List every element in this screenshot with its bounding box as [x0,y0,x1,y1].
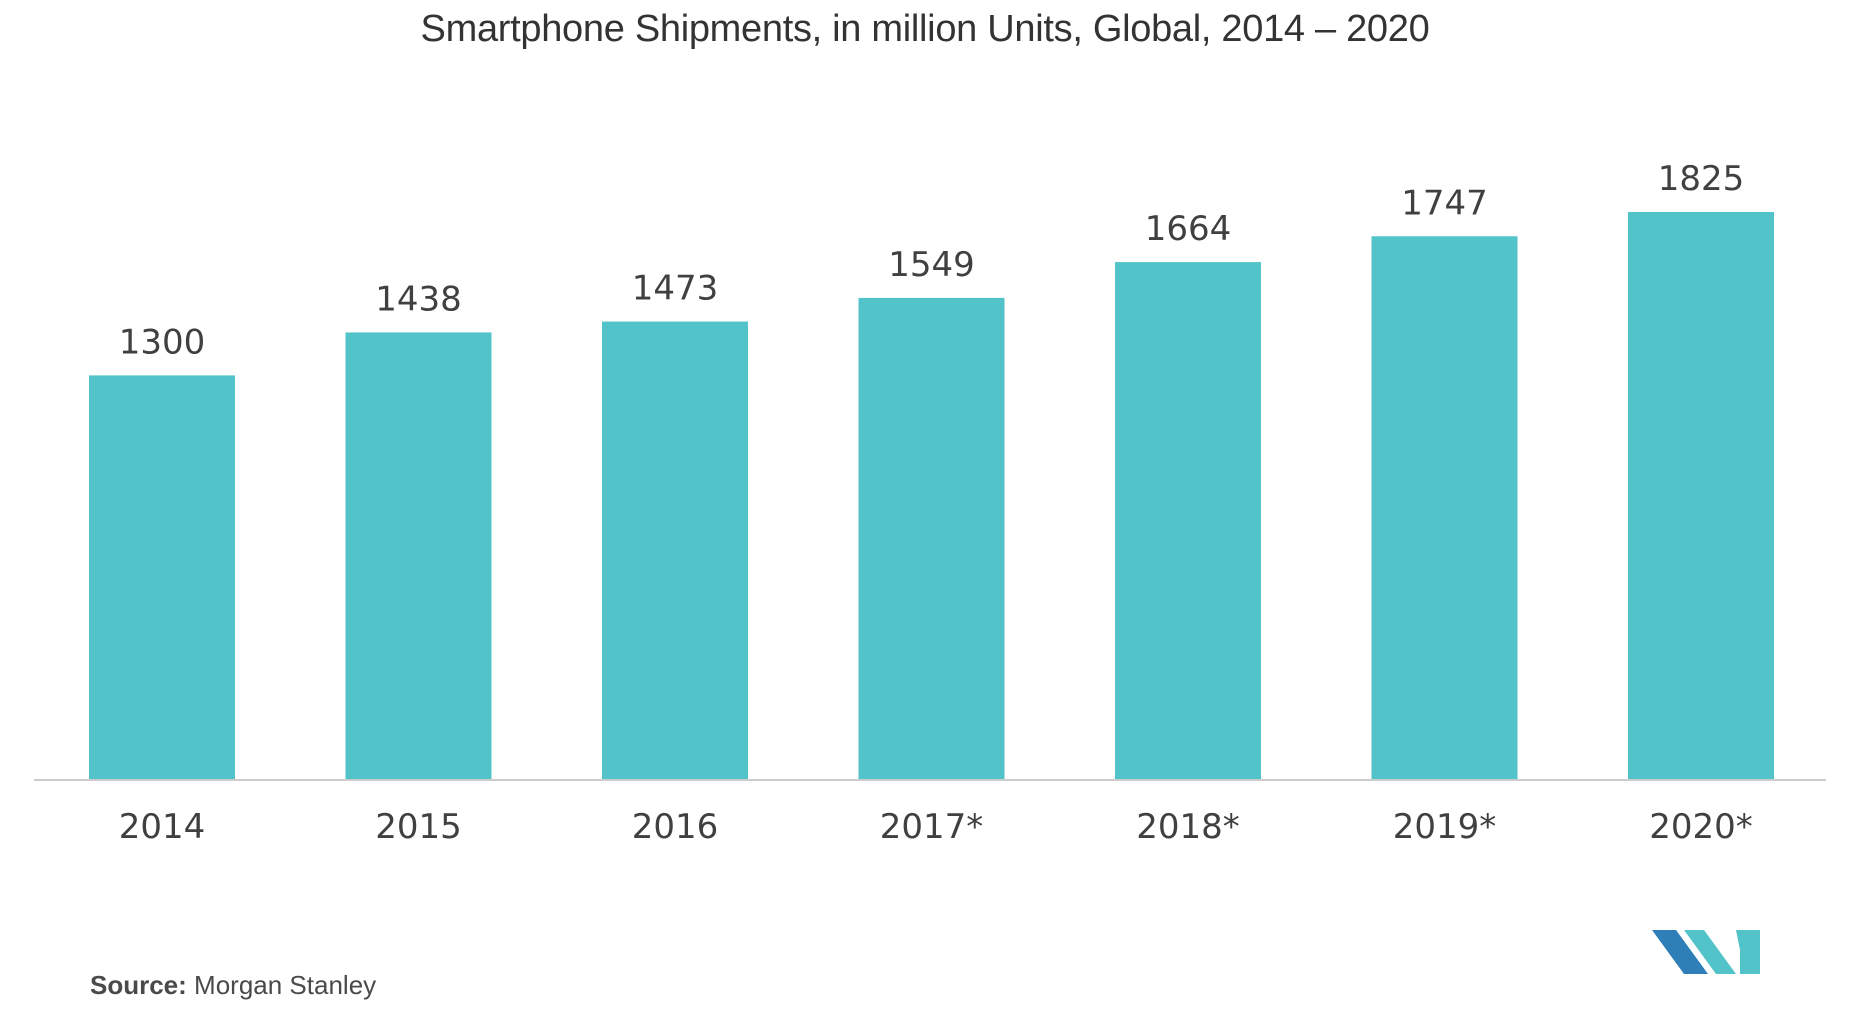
ticks-layer: 2014 2015 2016 2017* 2018* 2019* 2020* [119,807,1753,847]
x-tick-2018: 2018* [1136,807,1240,847]
x-tick-2014: 2014 [119,807,206,847]
brand-logo-icon [1652,930,1760,974]
x-tick-2015: 2015 [375,807,462,847]
source-note: Source: Morgan Stanley [90,970,376,1001]
labels-layer: 1300 1438 1473 1549 1664 1747 1825 [119,159,1745,362]
data-label-2014: 1300 [119,322,206,362]
x-tick-2017: 2017* [880,807,984,847]
logo-middle-shape [1684,930,1736,974]
x-tick-2019: 2019* [1393,807,1497,847]
source-text: Morgan Stanley [194,970,377,1000]
bars-layer [89,212,1774,780]
bar-2018 [1115,262,1261,780]
logo-right-shape [1736,930,1760,974]
bar-2019 [1371,236,1518,780]
bar-2020 [1628,212,1774,780]
data-label-2015: 1438 [375,279,462,319]
bar-2015 [345,332,492,780]
logo-left-shape [1652,930,1708,974]
bar-2016 [602,321,748,780]
x-tick-2016: 2016 [632,807,719,847]
x-tick-2020: 2020* [1649,807,1753,847]
data-label-2018: 1664 [1145,209,1232,249]
data-label-2020: 1825 [1658,159,1745,199]
source-label: Source: [90,970,187,1000]
data-label-2017: 1549 [888,245,975,285]
chart-title: Smartphone Shipments, in million Units, … [420,8,1430,50]
bar-2014 [89,375,235,780]
bar-2017 [858,297,1005,780]
data-label-2019: 1747 [1401,183,1488,223]
data-label-2016: 1473 [632,269,719,309]
